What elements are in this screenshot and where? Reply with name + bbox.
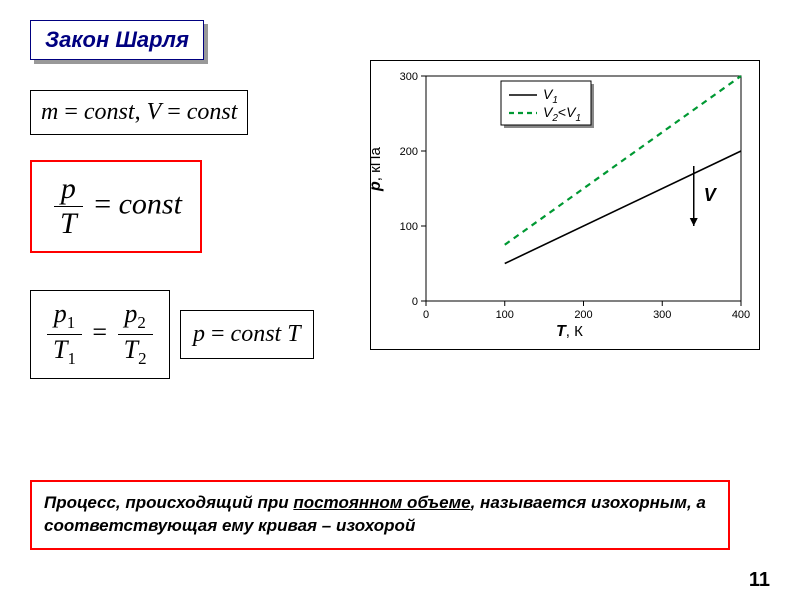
svg-text:400: 400 [732,309,750,321]
summary-underlined: постоянном объеме [293,493,470,512]
eq3-den2: T2 [118,334,153,368]
svg-text:100: 100 [496,309,514,321]
eq2-num: p [55,174,82,206]
eq1-content: m = const, V = const [41,99,237,126]
eq4-t: T [287,321,300,347]
eq4-content: p = const T [193,321,301,348]
page-number: 11 [749,569,770,592]
eq3-p1: p [54,299,67,328]
title-text: Закон Шарля [45,27,189,52]
eq3-eq: = [86,318,114,347]
equation-mass-volume-const: m = const, V = const [30,90,248,135]
eq1-eq1: = [58,99,84,125]
eq3-sub1: 1 [67,313,75,332]
eq3-den1: T1 [47,334,82,368]
eq4-p: p [193,321,205,347]
eq3-t2: T [124,335,138,364]
svg-text:100: 100 [400,221,418,233]
eq3-subd2: 2 [138,349,146,368]
eq3-frac1: p1 T1 [47,301,82,368]
eq2-rhs: const [119,187,182,220]
chart-frame: p, кПа T, К 01002003004000100200300VV1V2… [370,60,760,350]
svg-text:0: 0 [423,309,429,321]
svg-text:0: 0 [412,296,418,308]
summary-text: Процесс, происходящий при постоянном объ… [44,492,716,538]
eq2-content: p T = const [50,174,182,239]
title-box: Закон Шарля [30,20,204,60]
eq2-frac: p T [54,174,83,239]
summary-pre: Процесс, происходящий при [44,493,293,512]
equation-ratio: p1 T1 = p2 T2 [30,290,170,379]
eq1-v: V [147,99,162,125]
svg-text:200: 200 [400,146,418,158]
eq3-sub2: 2 [137,313,145,332]
eq1-m: m [41,99,58,125]
eq4-const: const [231,321,282,347]
eq1-eq2: = [161,99,187,125]
eq4-eq: = [205,321,231,347]
eq1-const2: const [187,99,238,125]
summary-box: Процесс, происходящий при постоянном объ… [30,480,730,550]
eq2-eq: = [87,187,119,220]
equation-p-const-t: p = const T [180,310,314,359]
eq1-comma: , [135,99,147,125]
eq3-num2: p2 [118,301,151,334]
eq3-num1: p1 [48,301,81,334]
svg-text:V: V [704,185,718,205]
svg-text:200: 200 [574,309,592,321]
eq2-den: T [54,206,83,239]
eq3-content: p1 T1 = p2 T2 [43,301,157,368]
equation-p-over-t-const: p T = const [30,160,202,253]
svg-text:300: 300 [400,71,418,83]
eq1-const1: const [84,99,135,125]
chart-svg: 01002003004000100200300VV1V2<V1 [371,61,761,351]
eq3-p2: p [124,299,137,328]
svg-text:300: 300 [653,309,671,321]
eq3-subd1: 1 [67,349,75,368]
eq3-t1: T [53,335,67,364]
eq3-frac2: p2 T2 [118,301,153,368]
